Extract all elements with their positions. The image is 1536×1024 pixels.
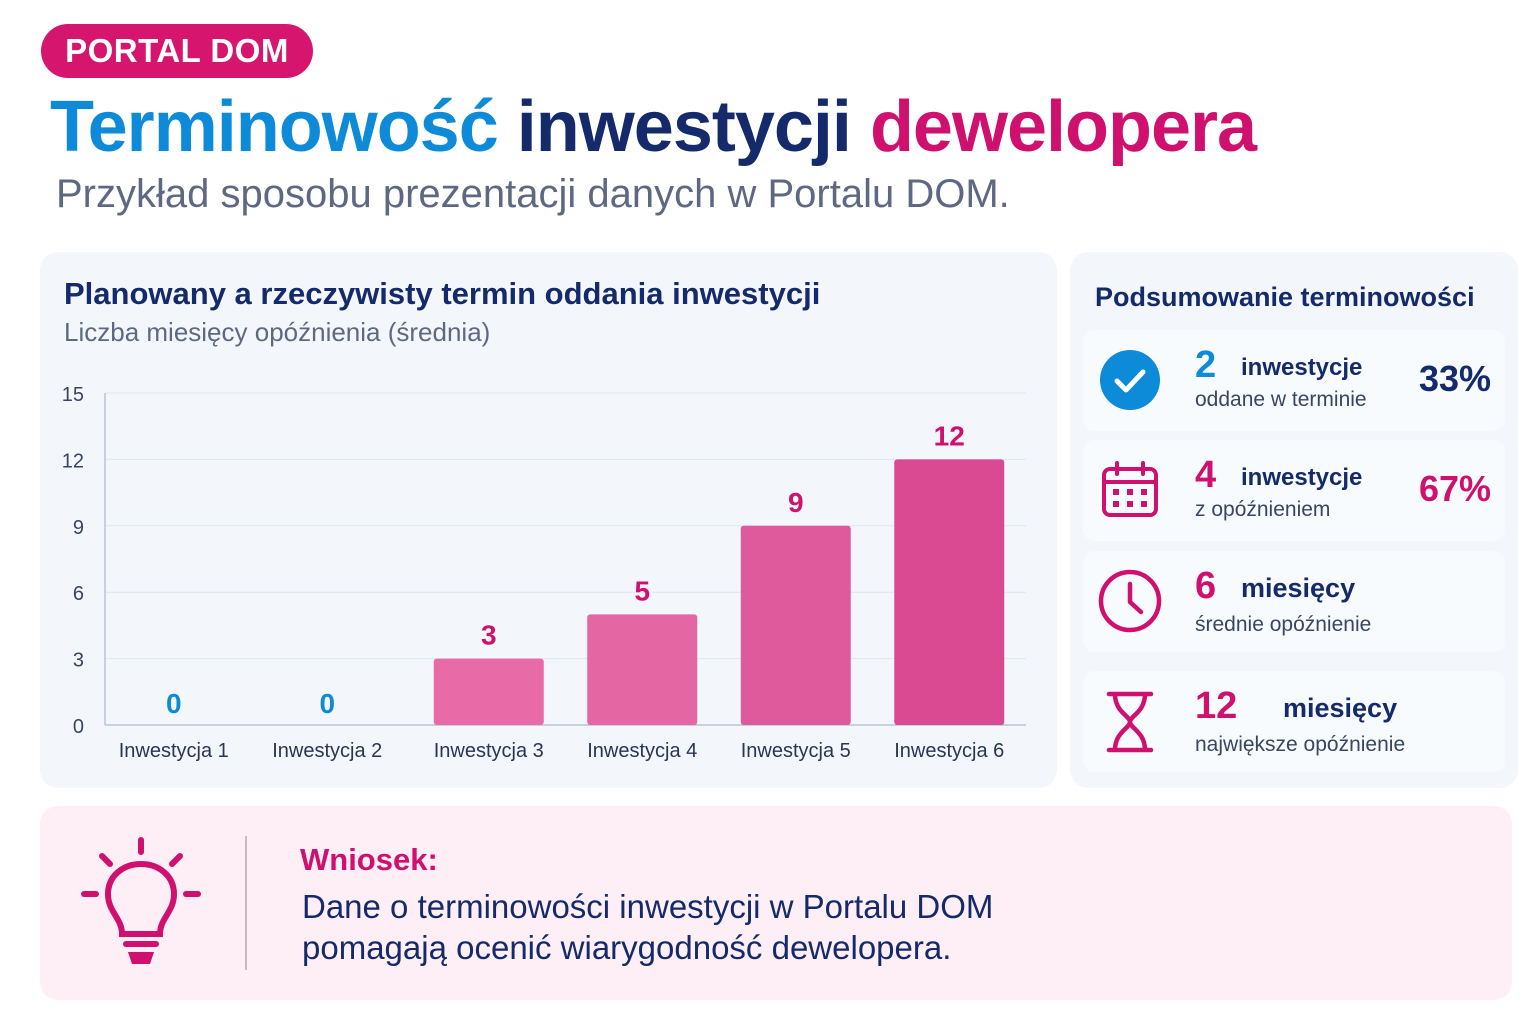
summary-title: Podsumowanie terminowości <box>1095 282 1475 312</box>
stat-percent: 67% <box>1418 468 1491 509</box>
stat-description: z opóźnieniem <box>1195 498 1331 521</box>
bar <box>433 658 544 725</box>
x-tick-label: Inwestycja 4 <box>587 740 697 762</box>
stat-number: 4 <box>1195 454 1217 496</box>
bar <box>740 525 851 725</box>
stat-average-delay: 6 miesięcy średnie opóźnienie <box>1083 551 1505 652</box>
stat-unit: miesięcy <box>1241 573 1356 603</box>
hourglass-icon <box>1106 691 1154 753</box>
stat-number: 2 <box>1195 344 1217 386</box>
clock-icon <box>1098 569 1162 633</box>
x-tick-label: Inwestycja 3 <box>434 740 544 762</box>
y-tick-label: 12 <box>62 450 84 472</box>
title-part-1: Terminowość <box>50 87 499 167</box>
data-label: 3 <box>481 620 497 651</box>
stat-unit: inwestycje <box>1241 354 1363 381</box>
conclusion-line-1: Dane o terminowości inwestycji w Portalu… <box>302 888 994 925</box>
y-tick-label: 3 <box>73 650 84 672</box>
x-tick-label: Inwestycja 2 <box>272 740 382 762</box>
portal-badge: PORTAL DOM <box>41 24 313 78</box>
calendar-icon <box>1102 461 1158 517</box>
data-label: 9 <box>788 487 804 518</box>
stat-on-time: 2 inwestycje oddane w terminie 33% <box>1083 330 1505 431</box>
bar-chart: 0 3 6 9 12 15 0 Inwestycja 1 0 Inwestycja 2 3 Inwes… <box>62 384 1026 762</box>
title-part-2: inwestycji <box>516 87 852 167</box>
chart-subtitle: Liczba miesięcy opóźnienia (średnia) <box>64 317 491 347</box>
x-tick-label: Inwestycja 5 <box>741 740 851 762</box>
stat-percent: 33% <box>1418 358 1491 399</box>
y-tick-label: 6 <box>73 583 84 605</box>
stat-delayed: 4 inwestycje z opóźnieniem 67% <box>1083 440 1505 541</box>
stat-unit: inwestycje <box>1241 464 1363 491</box>
y-tick-label: 0 <box>73 716 84 738</box>
stat-description: oddane w terminie <box>1195 388 1367 411</box>
conclusion-panel <box>40 806 1512 1000</box>
x-tick-label: Inwestycja 1 <box>119 740 229 762</box>
divider <box>245 836 247 970</box>
bar <box>587 614 698 725</box>
x-tick-label: Inwestycja 6 <box>894 740 1004 762</box>
lightbulb-icon <box>81 837 201 964</box>
check-circle-icon <box>1100 350 1160 410</box>
stat-number: 12 <box>1195 685 1238 727</box>
stat-max-delay: 12 miesięcy największe opóźnienie <box>1083 671 1505 772</box>
stat-unit: miesięcy <box>1283 693 1398 723</box>
stat-description: największe opóźnienie <box>1195 733 1406 756</box>
stat-number: 6 <box>1195 565 1217 607</box>
chart-card <box>40 252 1057 788</box>
conclusion-text: Dane o terminowości inwestycji w Portalu… <box>302 886 993 968</box>
stat-description: średnie opóźnienie <box>1195 613 1372 636</box>
data-label: 12 <box>934 420 965 451</box>
page-title: Terminowość inwestycji dewelopera <box>50 86 1257 168</box>
data-label: 5 <box>634 575 650 606</box>
bar <box>894 459 1005 725</box>
data-label: 0 <box>319 688 335 719</box>
conclusion-title: Wniosek: <box>300 842 438 877</box>
data-label: 0 <box>166 688 182 719</box>
chart-title: Planowany a rzeczywisty termin oddania i… <box>64 276 821 311</box>
y-tick-label: 9 <box>73 517 84 539</box>
y-tick-label: 15 <box>62 384 84 406</box>
page-subtitle: Przykład sposobu prezentacji danych w Po… <box>56 172 1010 216</box>
title-part-3: dewelopera <box>869 87 1257 167</box>
conclusion-line-2: pomagają ocenić wiarygodność dewelopera. <box>302 929 952 966</box>
